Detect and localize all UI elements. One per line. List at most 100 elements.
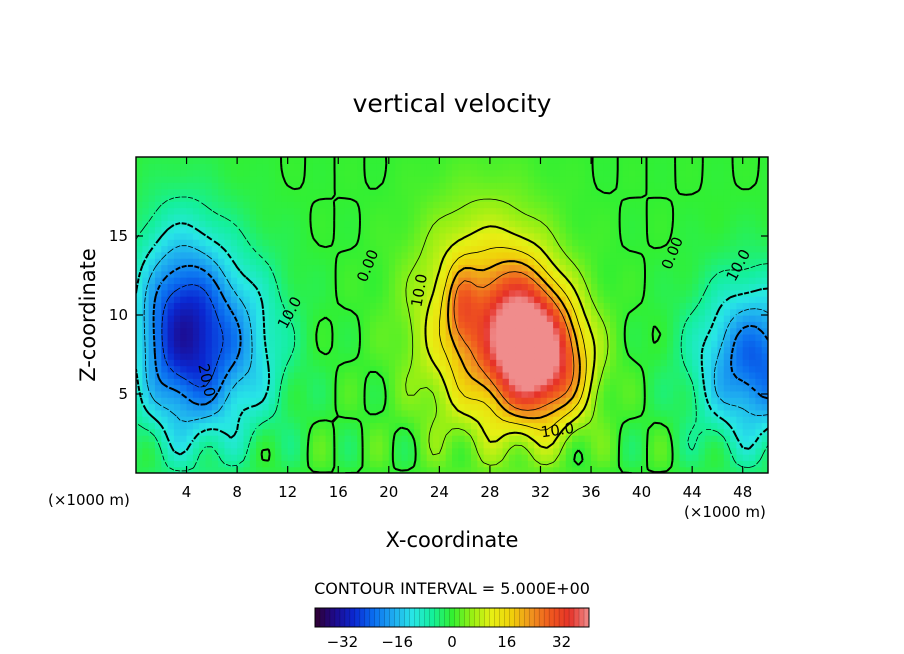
heatmap-cell bbox=[635, 232, 643, 240]
heatmap-cell bbox=[666, 378, 674, 386]
heatmap-cell bbox=[622, 251, 630, 259]
heatmap-cell bbox=[679, 422, 687, 430]
heatmap-cell bbox=[401, 283, 409, 291]
heatmap-cell bbox=[660, 340, 668, 348]
heatmap-cell bbox=[445, 283, 453, 291]
heatmap-cell bbox=[692, 226, 700, 234]
heatmap-cell bbox=[534, 371, 542, 379]
heatmap-cell bbox=[723, 289, 731, 297]
heatmap-cell bbox=[521, 428, 529, 436]
heatmap-cell bbox=[749, 460, 756, 468]
heatmap-cell bbox=[540, 409, 548, 417]
heatmap-cell bbox=[161, 422, 169, 430]
heatmap-cell bbox=[262, 251, 270, 259]
heatmap-cell bbox=[761, 359, 768, 367]
heatmap-cell bbox=[401, 441, 409, 449]
heatmap-cell bbox=[698, 397, 706, 405]
heatmap-cell bbox=[591, 226, 598, 234]
heatmap-cell bbox=[458, 182, 466, 190]
heatmap-cell bbox=[717, 403, 725, 411]
heatmap-cell bbox=[312, 441, 320, 449]
heatmap-cell bbox=[603, 283, 611, 291]
heatmap-cell bbox=[287, 264, 295, 272]
heatmap-cell bbox=[616, 346, 624, 354]
heatmap-cell bbox=[540, 321, 548, 329]
heatmap-cell bbox=[439, 201, 447, 209]
heatmap-cell bbox=[692, 315, 700, 322]
heatmap-cell bbox=[698, 270, 706, 278]
heatmap-cell bbox=[199, 188, 207, 196]
heatmap-cell bbox=[395, 371, 403, 379]
heatmap-cell bbox=[300, 409, 308, 417]
heatmap-cell bbox=[610, 270, 617, 278]
heatmap-cell bbox=[388, 333, 396, 341]
heatmap-cell bbox=[363, 163, 371, 171]
heatmap-cell bbox=[515, 213, 523, 221]
heatmap-cell bbox=[237, 163, 245, 171]
heatmap-cell bbox=[319, 175, 327, 183]
heatmap-cell bbox=[610, 403, 617, 411]
heatmap-cell bbox=[591, 258, 598, 266]
heatmap-cell bbox=[578, 447, 586, 455]
heatmap-cell bbox=[502, 441, 510, 449]
heatmap-cell bbox=[572, 283, 579, 291]
heatmap-cell bbox=[666, 207, 674, 215]
heatmap-cell bbox=[407, 416, 415, 424]
heatmap-cell bbox=[635, 296, 643, 303]
heatmap-cell bbox=[452, 454, 459, 461]
heatmap-cell bbox=[357, 157, 365, 164]
heatmap-cell bbox=[515, 371, 523, 379]
heatmap-cell bbox=[350, 163, 358, 171]
heatmap-cell bbox=[458, 315, 466, 322]
heatmap-cell bbox=[711, 182, 719, 190]
heatmap-cell bbox=[559, 371, 567, 379]
heatmap-cell bbox=[192, 403, 200, 411]
heatmap-cell bbox=[527, 416, 535, 424]
heatmap-cell bbox=[521, 378, 529, 386]
heatmap-cell bbox=[673, 403, 681, 411]
heatmap-cell bbox=[458, 277, 466, 284]
heatmap-cell bbox=[180, 188, 188, 196]
heatmap-cell bbox=[464, 352, 472, 360]
heatmap-cell bbox=[540, 371, 548, 379]
heatmap-cell bbox=[186, 371, 194, 379]
heatmap-cell bbox=[338, 169, 346, 177]
heatmap-cell bbox=[591, 409, 598, 417]
heatmap-cell bbox=[477, 175, 485, 183]
heatmap-cell bbox=[205, 428, 213, 436]
heatmap-cell bbox=[641, 333, 649, 341]
heatmap-cell bbox=[761, 352, 768, 360]
heatmap-cell bbox=[180, 416, 188, 424]
heatmap-cell bbox=[306, 239, 314, 247]
heatmap-cell bbox=[350, 403, 358, 411]
heatmap-cell bbox=[685, 327, 693, 335]
heatmap-cell bbox=[148, 371, 156, 379]
heatmap-cell bbox=[319, 251, 327, 259]
heatmap-cell bbox=[401, 175, 409, 183]
heatmap-cell bbox=[622, 390, 630, 398]
heatmap-cell bbox=[281, 315, 289, 322]
heatmap-cell bbox=[401, 409, 409, 417]
heatmap-cell bbox=[546, 308, 554, 316]
heatmap-cell bbox=[470, 302, 478, 310]
heatmap-cell bbox=[635, 188, 643, 196]
heatmap-cell bbox=[281, 182, 289, 190]
heatmap-cell bbox=[464, 207, 472, 215]
heatmap-cell bbox=[363, 245, 371, 253]
heatmap-cell bbox=[755, 321, 763, 329]
heatmap-cell bbox=[572, 213, 579, 221]
heatmap-cell bbox=[717, 201, 725, 209]
heatmap-cell bbox=[136, 277, 143, 284]
heatmap-cell bbox=[502, 359, 510, 367]
heatmap-cell bbox=[218, 220, 226, 228]
heatmap-cell bbox=[755, 384, 763, 392]
heatmap-cell bbox=[294, 327, 301, 335]
heatmap-cell bbox=[148, 315, 156, 322]
heatmap-cell bbox=[192, 466, 200, 473]
heatmap-cell bbox=[350, 454, 358, 461]
heatmap-cell bbox=[761, 201, 768, 209]
heatmap-cell bbox=[439, 289, 447, 297]
heatmap-cell bbox=[192, 378, 200, 386]
heatmap-cell bbox=[294, 333, 301, 341]
heatmap-cell bbox=[243, 232, 251, 240]
